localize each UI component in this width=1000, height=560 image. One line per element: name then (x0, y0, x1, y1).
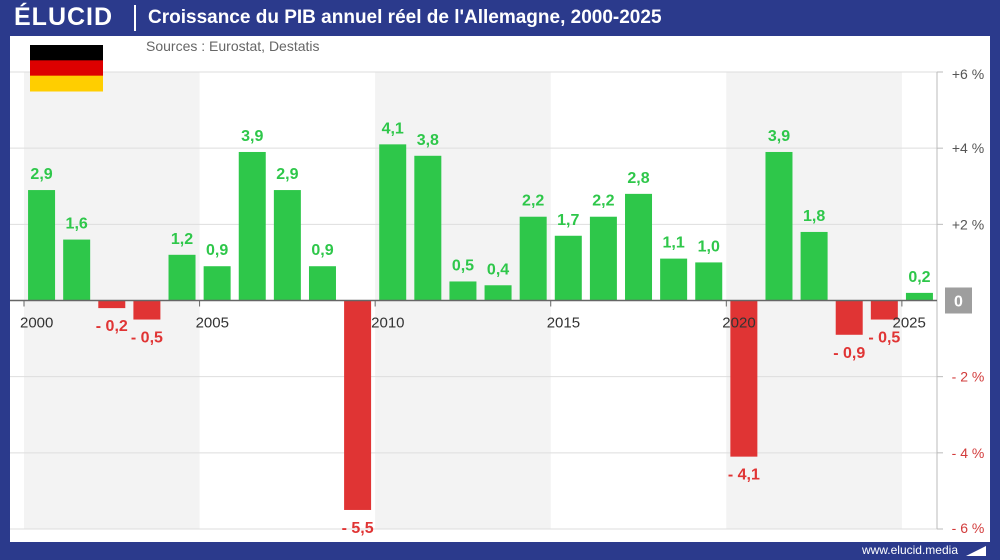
value-label: 1,6 (66, 216, 88, 233)
bar (238, 151, 266, 301)
value-label: 0,9 (311, 242, 333, 259)
x-tick-label: 2025 (893, 315, 926, 332)
bar (414, 155, 442, 301)
bar (273, 190, 301, 301)
value-label: 4,1 (382, 120, 404, 137)
value-label: 3,9 (241, 128, 263, 145)
y-tick-label: - 6 % (952, 520, 985, 536)
value-label: 0,4 (487, 261, 509, 278)
bar (449, 281, 477, 301)
value-label: 3,8 (417, 132, 439, 149)
value-label: 2,2 (522, 193, 544, 210)
value-label: 1,2 (171, 231, 193, 248)
bar (133, 300, 161, 320)
bar (63, 239, 91, 301)
germany-flag-icon (30, 45, 103, 92)
bar (589, 216, 617, 301)
value-label: 2,2 (592, 193, 614, 210)
y-tick-label: - 2 % (952, 369, 985, 385)
bar (554, 235, 582, 301)
value-label: - 4,1 (728, 467, 760, 484)
x-tick-label: 2020 (722, 315, 755, 332)
bar (168, 254, 196, 301)
flag-stripe (30, 45, 103, 61)
bar (379, 144, 407, 301)
flag-stripe (30, 60, 103, 77)
value-label: 0,5 (452, 257, 474, 274)
bar (835, 300, 863, 335)
y-tick-label: 0 (954, 294, 963, 311)
value-label: - 0,5 (131, 330, 163, 347)
y-tick-label: +2 % (952, 216, 984, 232)
bar (625, 193, 653, 301)
value-label: 1,1 (663, 235, 685, 252)
value-label: - 0,2 (96, 318, 128, 335)
y-tick-label: +4 % (952, 140, 984, 156)
value-label: 2,8 (627, 170, 649, 187)
x-tick-label: 2000 (20, 315, 53, 332)
x-tick-label: 2005 (196, 315, 229, 332)
chart-sources: Sources : Eurostat, Destatis (146, 38, 320, 54)
chart-title: Croissance du PIB annuel réel de l'Allem… (148, 7, 662, 28)
value-label: - 5,5 (342, 520, 374, 537)
bar (98, 300, 126, 309)
brand-logo: ÉLUCID (14, 3, 114, 31)
value-label: 1,7 (557, 212, 579, 229)
bar (800, 231, 828, 301)
bar (730, 300, 758, 457)
bar (695, 262, 723, 301)
value-label: 1,0 (698, 238, 720, 255)
flag-stripe (30, 75, 103, 92)
y-tick-label: +6 % (952, 66, 984, 82)
footer-url: www.elucid.media (861, 543, 958, 557)
zero-badge (945, 287, 972, 314)
value-label: 2,9 (30, 166, 52, 183)
bar (765, 151, 793, 301)
value-label: - 0,5 (868, 330, 900, 347)
bar (660, 258, 688, 301)
bar (905, 292, 933, 301)
value-label: - 0,9 (833, 345, 865, 362)
header-divider (134, 5, 136, 31)
value-label: 0,9 (206, 242, 228, 259)
value-label: 3,9 (768, 128, 790, 145)
bar (484, 285, 512, 301)
x-tick-label: 2010 (371, 315, 404, 332)
x-tick-label: 2015 (547, 315, 580, 332)
value-label: 1,8 (803, 208, 825, 225)
bar (203, 266, 231, 301)
y-tick-label: - 4 % (952, 445, 985, 461)
bar (519, 216, 547, 301)
bar (344, 300, 372, 510)
bar (28, 190, 56, 301)
value-label: 2,9 (276, 166, 298, 183)
brand-arrow-icon (966, 546, 986, 556)
bar (308, 266, 336, 301)
bar (870, 300, 898, 320)
value-label: 0,2 (908, 269, 930, 286)
header-bar: ÉLUCID Croissance du PIB annuel réel de … (0, 0, 1000, 36)
